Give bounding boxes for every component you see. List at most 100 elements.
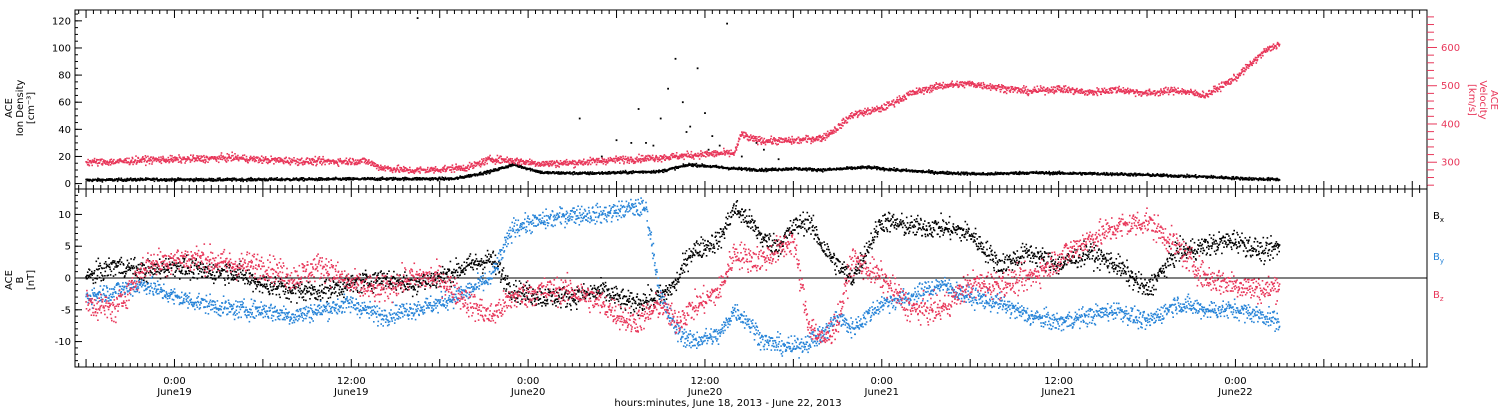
data-point (553, 171, 555, 173)
data-point (483, 170, 486, 173)
data-point (260, 178, 262, 180)
data-point (1037, 171, 1039, 174)
data-point (281, 158, 283, 161)
data-point (883, 169, 885, 172)
data-point (507, 161, 510, 163)
data-point (226, 178, 228, 181)
data-point (797, 169, 800, 171)
data-point (1142, 174, 1144, 176)
data-point (1106, 172, 1109, 175)
data-point (262, 156, 265, 159)
data-point (1018, 173, 1021, 176)
data-point (548, 160, 551, 163)
data-point (520, 167, 523, 169)
data-point (546, 172, 548, 174)
data-point (1183, 176, 1185, 178)
data-point (382, 169, 384, 171)
data-point (483, 171, 485, 174)
data-point (317, 179, 319, 181)
data-point (219, 158, 222, 160)
data-point (668, 168, 671, 171)
data-point (306, 157, 309, 159)
data-point (531, 168, 534, 171)
data-point (339, 157, 341, 160)
data-point (591, 171, 594, 173)
data-point (179, 177, 182, 180)
data-point (173, 179, 176, 181)
data-point (1038, 172, 1040, 174)
data-point (450, 178, 453, 181)
data-point (517, 164, 519, 167)
data-point (492, 168, 495, 170)
data-point (581, 172, 583, 175)
data-point (123, 159, 126, 161)
data-point (220, 154, 222, 156)
data-point (298, 162, 301, 165)
data-point (764, 167, 767, 170)
data-point (810, 168, 813, 170)
data-point (570, 163, 573, 165)
data-point (416, 167, 418, 169)
data-point (793, 168, 795, 171)
data-point (598, 172, 601, 174)
data-point (889, 169, 892, 172)
data-point (405, 178, 407, 181)
data-point (944, 171, 947, 174)
data-point (357, 159, 359, 161)
data-point (1233, 178, 1235, 181)
data-point (994, 173, 996, 176)
data-point (506, 156, 508, 159)
data-point (511, 163, 513, 166)
data-point (497, 160, 499, 162)
data-point (511, 158, 513, 160)
data-point (441, 169, 444, 172)
data-point (466, 167, 468, 170)
data-point (551, 163, 554, 166)
data-point (930, 171, 932, 173)
data-point (1051, 172, 1053, 174)
data-point (269, 177, 271, 180)
data-point (1244, 178, 1247, 181)
data-point (527, 160, 529, 162)
data-point (1071, 173, 1074, 175)
data-point (1248, 176, 1251, 179)
data-point (657, 171, 660, 174)
data-point (387, 165, 389, 168)
data-point (296, 158, 299, 160)
data-point (1166, 173, 1168, 176)
data-point (479, 165, 482, 168)
data-point (499, 162, 502, 164)
data-point (1054, 171, 1057, 173)
data-point (321, 162, 324, 164)
data-point (1111, 174, 1113, 177)
data-point (557, 173, 559, 175)
data-point (495, 168, 497, 171)
data-point (124, 158, 127, 160)
data-point (538, 164, 541, 166)
outlier-point (416, 17, 419, 19)
data-point (748, 169, 750, 171)
data-point (497, 169, 499, 171)
data-point (674, 169, 676, 171)
data-point (494, 163, 497, 165)
data-point (699, 164, 701, 166)
data-point (500, 155, 502, 158)
data-point (1268, 177, 1270, 180)
data-point (249, 158, 251, 161)
data-point (231, 177, 234, 180)
data-point (322, 158, 325, 160)
data-point (538, 162, 540, 164)
data-point (346, 163, 348, 165)
data-point (571, 161, 574, 163)
data-point (378, 179, 380, 181)
data-point (174, 180, 177, 183)
data-point (202, 161, 205, 163)
data-point (214, 178, 217, 181)
data-point (163, 160, 165, 163)
data-point (1235, 176, 1237, 179)
data-point (1120, 173, 1122, 175)
data-point (562, 172, 564, 175)
data-point (212, 178, 215, 180)
data-point (275, 161, 277, 163)
data-point (485, 160, 488, 162)
